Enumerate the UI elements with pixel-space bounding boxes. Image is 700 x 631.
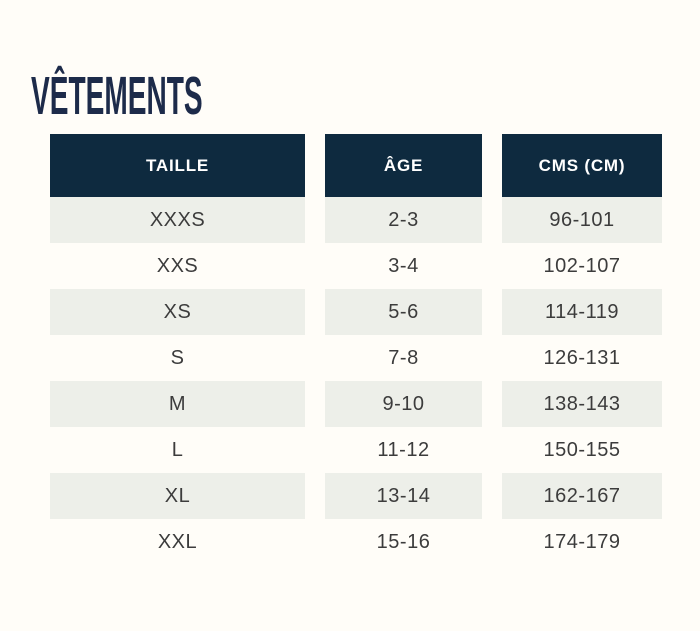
page-title: VÊTEMENTS: [31, 66, 203, 127]
table-cell-age: 7-8: [388, 346, 419, 369]
table-cell-age: 3-4: [388, 254, 419, 277]
table-cell-cms: 174-179: [543, 530, 621, 553]
table-cell-taille: S: [170, 346, 185, 369]
header-cms: CMS (CM): [502, 134, 662, 197]
table-cell-age: 15-16: [376, 530, 431, 553]
table-cell-cms: 138-143: [502, 381, 662, 427]
table-cell-taille: XS: [50, 289, 305, 335]
table-cell-cms: 102-107: [543, 254, 621, 277]
table-cell-cms: 150-155: [543, 438, 621, 461]
header-age: ÂGE: [325, 134, 482, 197]
table-cell-taille: M: [50, 381, 305, 427]
table-cell-taille: XXXS: [50, 197, 305, 243]
table-cell-age: 11-12: [377, 438, 430, 461]
table-cell-taille: XXS: [156, 254, 199, 277]
table-cell-cms: 96-101: [502, 197, 662, 243]
table-cell-cms: 162-167: [502, 473, 662, 519]
table-cell-age: 5-6: [325, 289, 482, 335]
table-cell-age: 13-14: [325, 473, 482, 519]
table-cell-age: 9-10: [325, 381, 482, 427]
table-cell-taille: XL: [50, 473, 305, 519]
table-cell-age: 2-3: [325, 197, 482, 243]
table-cell-taille: L: [171, 438, 184, 461]
header-taille: TAILLE: [50, 134, 305, 197]
table-cell-cms: 114-119: [502, 289, 662, 335]
table-cell-taille: XXL: [157, 530, 198, 553]
table-cell-cms: 126-131: [543, 346, 621, 369]
size-chart-table: TAILLE ÂGE CMS (CM) XXXS 2-3 96-101 XXS …: [50, 134, 662, 565]
